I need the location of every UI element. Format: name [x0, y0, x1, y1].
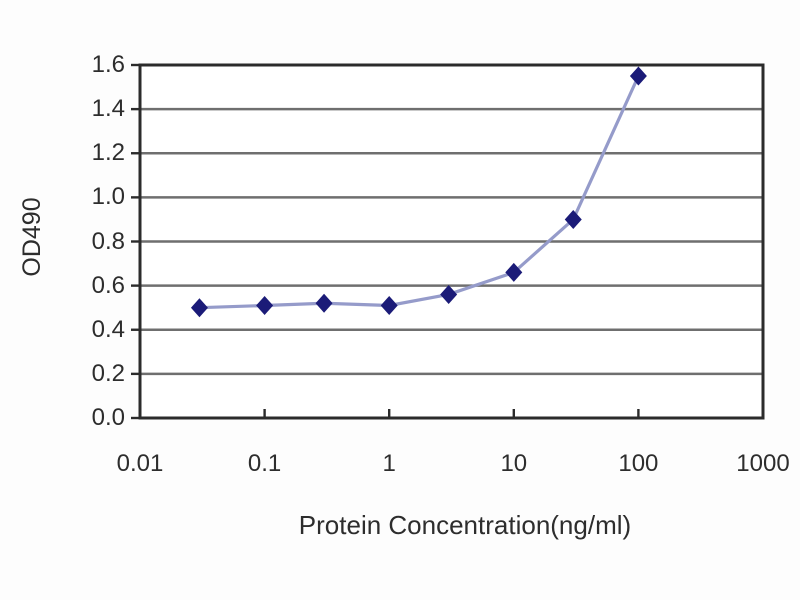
data-point-marker [315, 293, 333, 313]
y-tick-label-6: 1.2 [91, 139, 125, 167]
y-tick-label-1: 0.2 [91, 359, 125, 387]
data-point-marker [440, 284, 458, 304]
x-tick-label-0: 0.01 [116, 450, 164, 477]
data-point-marker [256, 295, 274, 315]
y-tick-label-7: 1.4 [91, 95, 125, 123]
data-point-marker [380, 295, 398, 315]
x-tick-label-1: 0.1 [247, 450, 282, 477]
y-tick-label-5: 1.0 [91, 183, 125, 211]
y-tick-label-4: 0.8 [91, 227, 125, 255]
series-line [199, 75, 640, 310]
data-point-marker [190, 298, 208, 318]
x-tick-label-2: 1 [382, 450, 396, 477]
y-tick-label-8: 1.6 [91, 51, 125, 78]
y-tick-label-0: 0.0 [91, 404, 125, 431]
plot-border [138, 63, 765, 420]
y-axis-title: OD490 [18, 197, 46, 277]
y-tick-label-2: 0.4 [91, 315, 125, 343]
x-tick-label-5: 1000 [736, 450, 790, 477]
x-tick-label-3: 10 [500, 450, 528, 477]
data-point-marker [564, 209, 582, 229]
y-tick-label-3: 0.6 [91, 271, 125, 299]
x-axis-title: Protein Concentration(ng/ml) [298, 510, 632, 540]
x-tick-label-4: 100 [618, 450, 659, 477]
data-point-marker [505, 262, 523, 282]
data-point-marker [629, 66, 647, 86]
